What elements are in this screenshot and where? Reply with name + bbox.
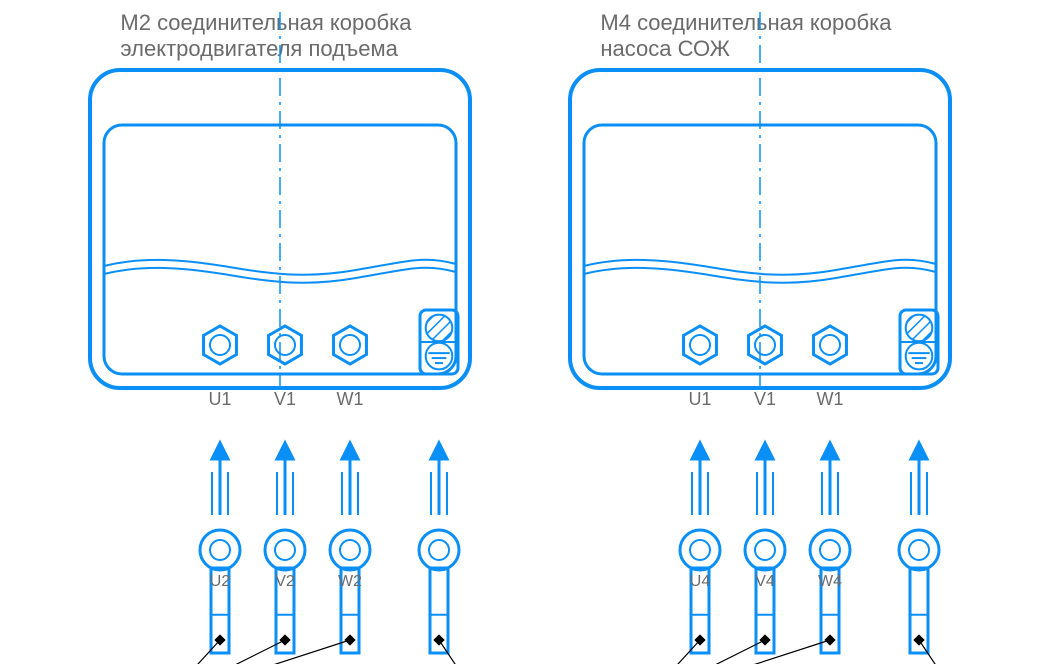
terminal-label: W1 — [817, 389, 844, 409]
terminal-hole — [210, 335, 230, 355]
ring-terminal-head — [265, 530, 305, 570]
plug-label: U4 — [690, 573, 711, 590]
box-title-line1: М4 соединительная коробка — [600, 10, 892, 35]
ring-terminal-head — [680, 530, 720, 570]
ring-terminal-head — [200, 530, 240, 570]
plug-label: W2 — [338, 573, 362, 590]
terminal-hole — [340, 335, 360, 355]
leader-line — [645, 640, 830, 664]
ring-terminal-head — [810, 530, 850, 570]
terminal-hex — [334, 326, 367, 364]
box-title-line2: насоса СОЖ — [600, 36, 730, 61]
ring-terminal-head — [330, 530, 370, 570]
terminal-hex — [749, 326, 782, 364]
terminal-hex — [814, 326, 847, 364]
terminal-label: U1 — [688, 389, 711, 409]
plug-label: W4 — [818, 573, 842, 590]
terminal-label: V1 — [274, 389, 296, 409]
ring-terminal-head — [745, 530, 785, 570]
terminal-hex — [269, 326, 302, 364]
ground-symbol-ring — [906, 343, 933, 370]
terminal-hole — [690, 335, 710, 355]
terminal-label: U1 — [208, 389, 231, 409]
terminal-hex — [204, 326, 237, 364]
junction-box: M2 соединительная коробкаэлектродвигател… — [0, 10, 511, 664]
terminal-label: W1 — [337, 389, 364, 409]
ground-screw — [906, 315, 933, 342]
plug-label: V4 — [755, 573, 775, 590]
box-title-line2: электродвигателя подъема — [120, 36, 398, 61]
ring-terminal-head — [899, 530, 939, 570]
plug-label: V2 — [275, 573, 295, 590]
junction-box: М4 соединительная коробканасоса СОЖ U1 V1 W… — [463, 10, 991, 664]
leader-line — [165, 640, 350, 664]
ground-symbol-ring — [426, 343, 453, 370]
terminal-hole — [820, 335, 840, 355]
ring-terminal-head — [419, 530, 459, 570]
box-title-line1: M2 соединительная коробка — [120, 10, 412, 35]
terminal-hole — [275, 335, 295, 355]
plug-label: U2 — [210, 573, 231, 590]
ground-screw — [426, 315, 453, 342]
terminal-hex — [684, 326, 717, 364]
terminal-hole — [755, 335, 775, 355]
terminal-label: V1 — [754, 389, 776, 409]
